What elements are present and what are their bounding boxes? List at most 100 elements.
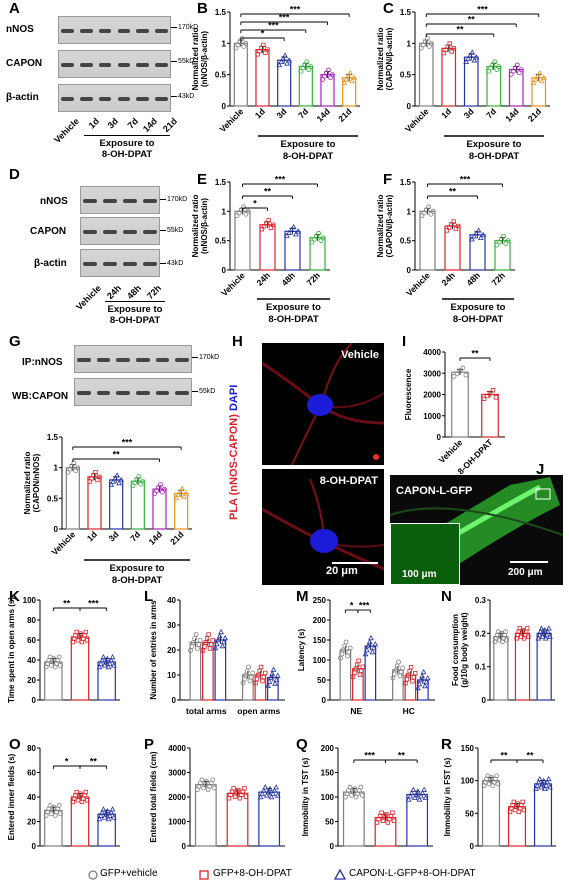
- data-point: [56, 654, 62, 660]
- y-tick-label: 20: [27, 676, 36, 685]
- data-point: [542, 785, 548, 792]
- panel-label-p: P: [144, 736, 155, 753]
- data-point: [349, 77, 355, 84]
- data-point: [408, 665, 414, 670]
- data-point: [245, 208, 251, 214]
- micrograph-capon-gfp: CAPON-L-GFP 100 μm 200 μm: [390, 475, 563, 585]
- bar: [70, 636, 90, 701]
- data-point: [358, 784, 364, 790]
- sig-label: ***: [364, 751, 375, 761]
- panel-label-d: D: [9, 166, 20, 183]
- data-point: [71, 460, 77, 466]
- bar: [451, 371, 469, 438]
- data-point: [534, 73, 541, 79]
- bar: [233, 42, 248, 107]
- lane-caption-line1: Exposure to: [99, 138, 155, 149]
- data-point: [455, 223, 461, 229]
- bar: [514, 632, 531, 701]
- data-point: [204, 779, 210, 784]
- data-point: [360, 664, 365, 669]
- x-tick-label: 1d: [85, 529, 99, 543]
- blot-label-actin: β-actin: [34, 258, 67, 269]
- data-point: [248, 674, 254, 680]
- data-point: [338, 655, 343, 661]
- data-point: [485, 773, 491, 779]
- data-point: [465, 55, 472, 61]
- data-point: [354, 662, 360, 667]
- data-point: [347, 70, 354, 76]
- y-tick-label: 10: [167, 671, 176, 680]
- data-point: [422, 682, 428, 689]
- blot-band: [116, 391, 130, 395]
- blot-band: [61, 63, 74, 67]
- data-point: [239, 36, 245, 42]
- panel-label-l: L: [144, 588, 154, 605]
- exposure-caption: Exposure to: [467, 139, 522, 150]
- x-tick-label: 21d: [336, 106, 353, 123]
- data-point: [400, 665, 406, 671]
- kd-marker-170: 170kD: [171, 24, 198, 31]
- blot-label-ip: IP:nNOS: [22, 357, 63, 368]
- data-point: [110, 478, 117, 484]
- data-point: [537, 628, 544, 634]
- y-tick-label: 60: [27, 769, 36, 778]
- legend-item-capon-drug: CAPON-L-GFP+8-OH-DPAT: [349, 868, 476, 879]
- y-tick-label: 0.3: [475, 596, 487, 605]
- data-point: [271, 787, 278, 793]
- data-point: [274, 672, 281, 678]
- y-tick-label: 2000: [168, 793, 186, 802]
- data-point: [530, 79, 537, 85]
- data-point: [475, 227, 482, 233]
- blot-band: [136, 63, 150, 67]
- data-point: [343, 639, 349, 645]
- y-tick-label: 150: [461, 744, 475, 753]
- data-point: [218, 628, 224, 635]
- data-point: [407, 793, 414, 799]
- blot-band: [155, 391, 170, 395]
- y-tick-label: 40: [27, 656, 36, 665]
- data-point: [494, 242, 500, 248]
- data-point: [473, 54, 480, 60]
- data-point: [379, 810, 384, 815]
- data-point: [413, 671, 418, 676]
- y-axis-label: Entered inner fields (s): [7, 753, 16, 840]
- data-point: [533, 785, 539, 792]
- exposure-caption: Exposure to: [266, 302, 321, 313]
- data-point: [109, 806, 116, 812]
- y-tick-label: 0: [54, 525, 59, 534]
- data-point: [190, 640, 196, 645]
- data-point: [365, 642, 372, 649]
- y-axis-label: (g/10g body weight): [460, 612, 469, 687]
- data-point: [283, 232, 290, 238]
- sig-label: **: [63, 599, 71, 609]
- data-point: [422, 794, 429, 801]
- data-point: [109, 653, 116, 660]
- data-point: [263, 670, 268, 676]
- data-point: [540, 777, 547, 783]
- y-tick-label: 1: [54, 464, 59, 473]
- scale-bar-200-label: 200 μm: [508, 567, 543, 578]
- sig-label: **: [526, 751, 534, 761]
- data-point: [468, 236, 475, 242]
- data-point: [397, 673, 403, 679]
- data-point: [256, 672, 261, 678]
- data-point: [96, 816, 103, 822]
- y-tick-label: 20: [27, 818, 36, 827]
- data-point: [417, 676, 424, 683]
- data-point: [309, 239, 315, 245]
- data-point: [161, 486, 167, 492]
- data-point: [525, 626, 530, 631]
- data-point: [415, 684, 421, 691]
- data-point: [410, 679, 415, 684]
- y-tick-label: 80: [27, 616, 36, 625]
- data-point: [177, 488, 184, 495]
- data-point: [260, 678, 265, 684]
- bar: [486, 65, 502, 107]
- data-point: [353, 666, 358, 671]
- data-point: [390, 810, 395, 815]
- y-tick-label: 40: [167, 596, 176, 605]
- data-point: [339, 651, 345, 657]
- data-point: [503, 629, 508, 635]
- data-point: [343, 76, 350, 82]
- data-point: [103, 658, 109, 665]
